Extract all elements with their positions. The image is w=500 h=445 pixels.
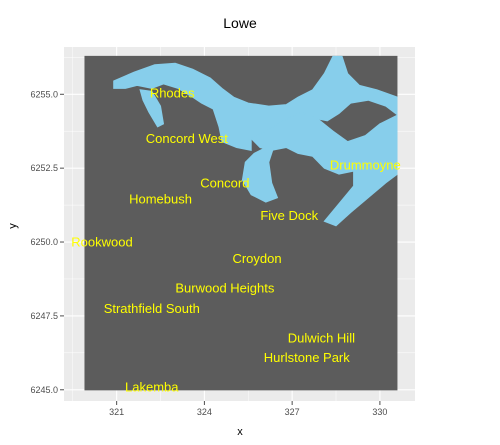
place-label: Lakemba	[125, 379, 179, 394]
x-axis-title: x	[237, 426, 243, 438]
place-label: Rhodes	[150, 85, 195, 100]
place-labels: Rhodes Concord West Concord Homebush Drummoy…	[71, 85, 400, 394]
x-tick-label: 324	[197, 407, 212, 417]
water-polygon	[113, 55, 398, 152]
y-tick-label: 6255.0	[30, 89, 58, 99]
place-label: Concord West	[146, 131, 229, 146]
y-tick-label: 6250.0	[30, 237, 58, 247]
place-label: Concord	[200, 175, 249, 190]
axis-ticks: 321 324 327 330 6245.0 6247.5 6250.0 6252.5 6255…	[30, 89, 387, 417]
raster-layer	[84, 55, 398, 391]
water-polygon	[241, 143, 279, 203]
y-tick-label: 6245.0	[30, 385, 58, 395]
place-label: Drummoyne	[330, 158, 401, 173]
x-tick-label: 321	[109, 407, 124, 417]
x-tick-label: 327	[285, 407, 300, 417]
y-axis-title: y	[7, 223, 19, 229]
y-tick-label: 6252.5	[30, 163, 58, 173]
place-label: Burwood Heights	[175, 280, 274, 295]
place-label: Homebush	[129, 192, 192, 207]
water-polygon	[250, 111, 398, 227]
place-label: Five Dock	[260, 208, 318, 223]
y-tick-label: 6247.5	[30, 311, 58, 321]
place-label: Strathfield South	[104, 301, 200, 316]
place-label: Dulwich Hill	[288, 331, 355, 346]
place-label: Croydon	[232, 251, 281, 266]
place-label: Rookwood	[71, 235, 132, 250]
water-polygon	[139, 89, 165, 128]
chart-title: Lowe	[223, 15, 257, 31]
x-tick-label: 330	[372, 407, 387, 417]
place-label: Hurlstone Park	[264, 350, 350, 365]
water-areas	[113, 55, 398, 227]
